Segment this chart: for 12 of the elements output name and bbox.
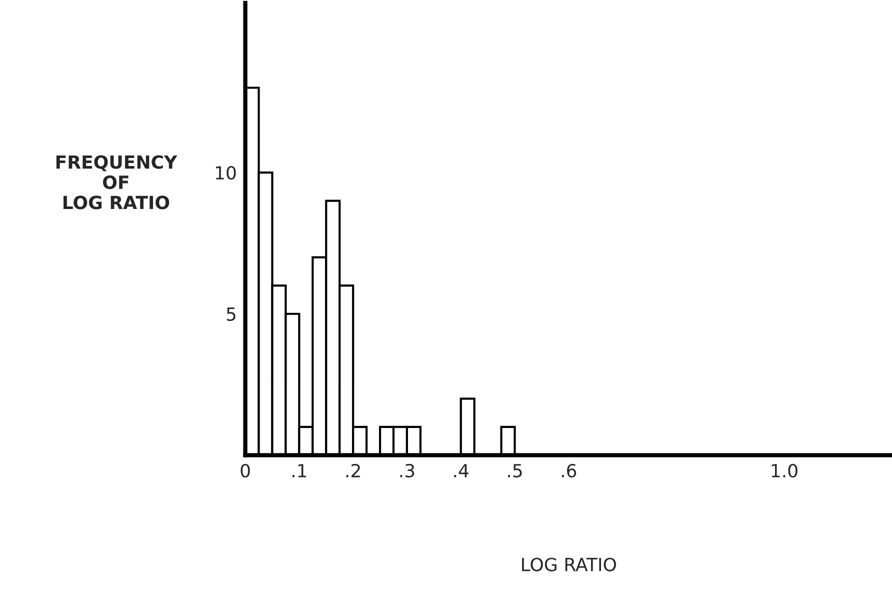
x-tick-label: .2 <box>346 464 360 478</box>
x-tick-label: 0 <box>240 464 250 478</box>
y-tick-label: 10 <box>216 166 236 180</box>
x-tick-label: .5 <box>508 464 522 478</box>
x-tick-label: .4 <box>454 464 468 478</box>
y-tick-label: 5 <box>226 308 236 321</box>
x-tick-label: .1 <box>292 464 306 478</box>
x-tick-label: .3 <box>400 464 414 478</box>
x-tick-label: 1.0 <box>772 464 798 478</box>
y-axis-title: FREQUENCY OF LOG RATIO <box>56 155 178 210</box>
x-axis-title: LOG RATIO <box>522 558 616 572</box>
x-tick-label: .6 <box>562 464 576 478</box>
